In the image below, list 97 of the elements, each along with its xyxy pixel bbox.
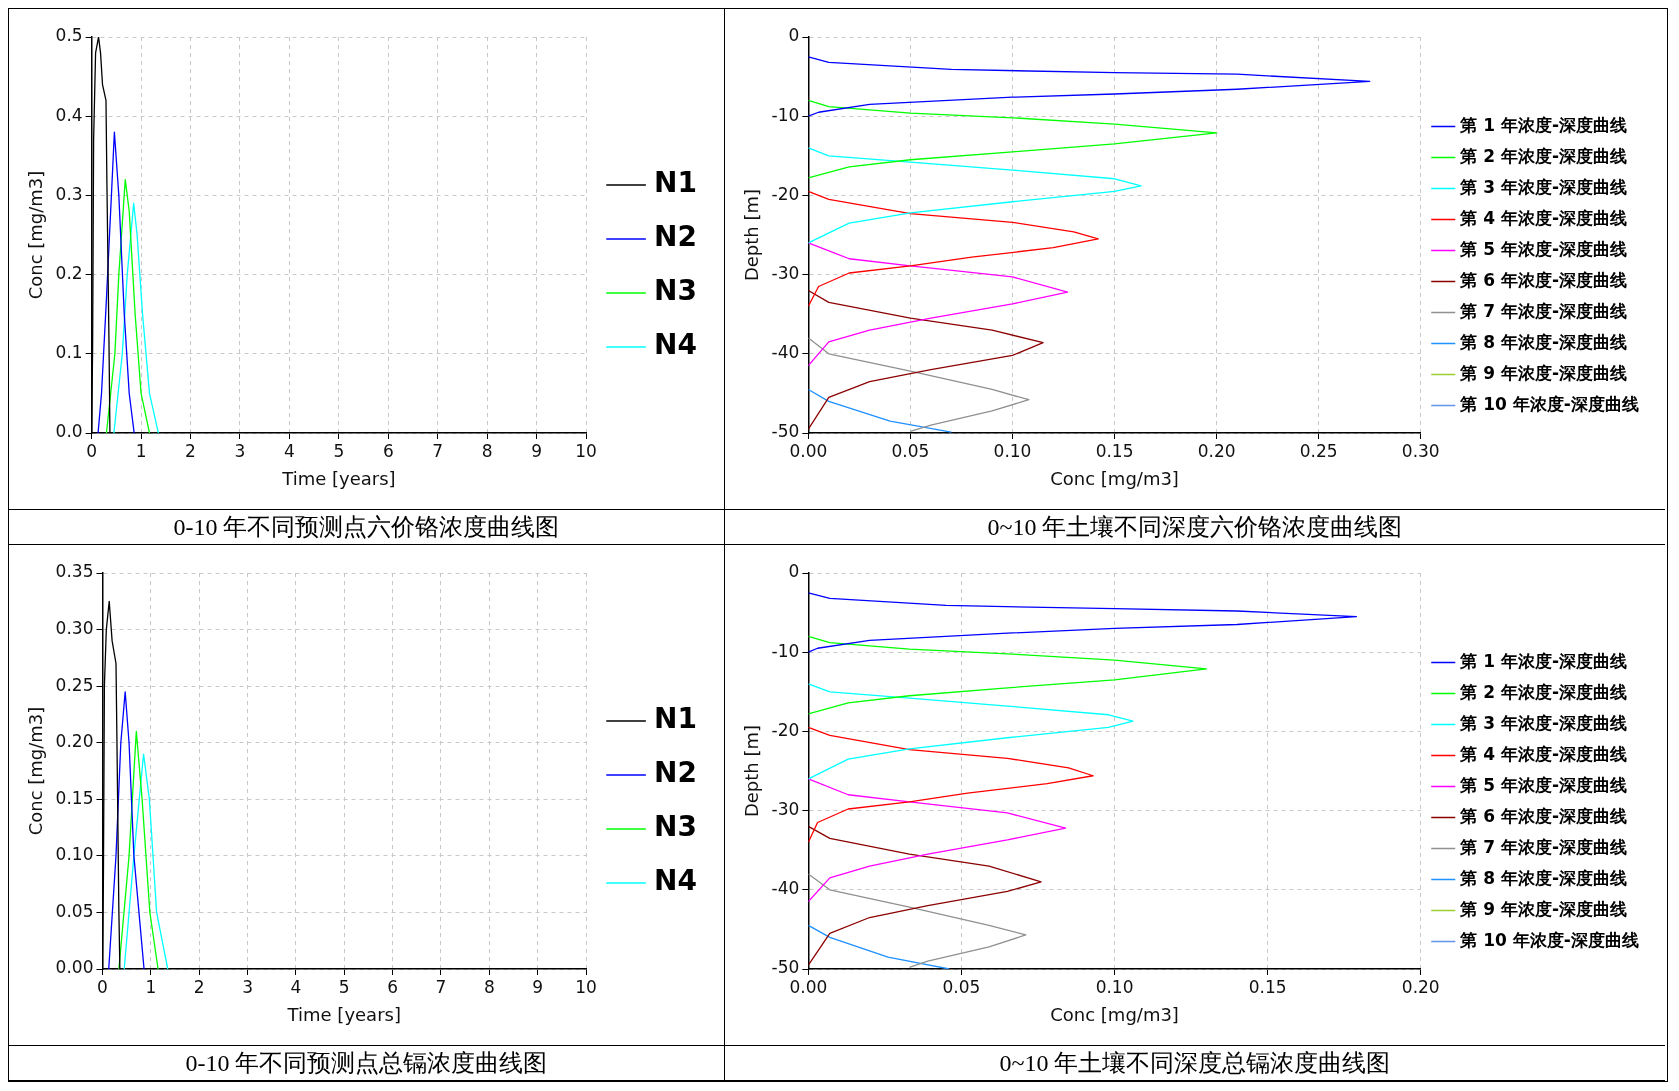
x-tick-label: 10: [574, 440, 597, 461]
x-tick-label: 8: [481, 440, 493, 461]
text: 0-10 年不同预测点六价铬浓度曲线图: [172, 513, 561, 542]
x-tick-label: 2: [193, 976, 205, 997]
y-axis-title: Depth [m]: [740, 724, 762, 818]
x-axis-title: Time [years]: [280, 467, 396, 489]
legend-label: 第 5 年浓度-深度曲线: [1458, 774, 1627, 795]
legend-label: 第 3 年浓度-深度曲线: [1458, 176, 1627, 197]
x-tick-label: 1: [135, 440, 146, 461]
legend-label: 第 5 年浓度-深度曲线: [1458, 238, 1627, 259]
x-axis-title: Conc [mg/m3]: [1049, 467, 1179, 489]
x-tick-label: 0.25: [1299, 440, 1338, 461]
x-tick-label: 6: [386, 976, 398, 997]
legend-label: 第 6 年浓度-深度曲线: [1458, 269, 1627, 290]
x-tick-label: 0.10: [993, 440, 1031, 461]
legend-label: N3: [653, 810, 697, 844]
legend-label: 第 9 年浓度-深度曲线: [1458, 898, 1627, 919]
legend-label: 第 9 年浓度-深度曲线: [1458, 362, 1627, 383]
legend-label: 第 10 年浓度-深度曲线: [1458, 929, 1639, 950]
legend-label: N4: [653, 328, 697, 362]
x-tick-label: 1: [144, 976, 156, 997]
legend-label: N2: [653, 756, 697, 790]
legend-label: 第 3 年浓度-深度曲线: [1458, 712, 1627, 733]
y-tick-label: -50: [771, 421, 799, 442]
legend-label: N1: [653, 166, 697, 200]
y-tick-label: 0.05: [55, 900, 93, 921]
y-axis-title: Depth [m]: [740, 188, 762, 282]
y-tick-label: -10: [771, 640, 799, 661]
legend-label: N3: [653, 274, 697, 308]
legend-label: 第 7 年浓度-深度曲线: [1458, 836, 1627, 857]
y-tick-label: 0.2: [55, 263, 83, 284]
x-tick-label: 0.20: [1401, 976, 1440, 997]
x-tick-label: 3: [241, 976, 253, 997]
legend-label: 第 7 年浓度-深度曲线: [1458, 300, 1627, 321]
text: 0~10 年土壤不同深度六价铬浓度曲线图: [986, 513, 1404, 542]
y-tick-label: 0.35: [55, 561, 93, 582]
y-tick-label: 0.15: [55, 787, 93, 808]
y-tick-label: 0.0: [55, 421, 83, 442]
x-tick-label: 0.10: [1095, 976, 1133, 997]
legend-label: 第 4 年浓度-深度曲线: [1458, 207, 1627, 228]
y-tick-label: 0.30: [55, 617, 93, 638]
y-tick-label: 0: [788, 561, 799, 582]
y-tick-label: -40: [771, 878, 799, 899]
y-tick-label: 0.4: [55, 104, 83, 125]
y-axis-title: Conc [mg/m3]: [24, 706, 46, 836]
y-tick-label: -30: [771, 799, 799, 820]
y-tick-label: -20: [771, 183, 799, 204]
x-tick-label: 8: [483, 976, 495, 997]
legend-label: 第 4 年浓度-深度曲线: [1458, 743, 1627, 764]
x-tick-label: 0.15: [1095, 440, 1133, 461]
legend-label: N4: [653, 864, 697, 898]
y-tick-label: -20: [771, 719, 799, 740]
y-tick-label: 0.1: [55, 342, 83, 363]
legend-label: 第 1 年浓度-深度曲线: [1458, 114, 1627, 135]
x-axis-title: Time [years]: [286, 1003, 401, 1025]
x-tick-label: 7: [435, 976, 446, 997]
legend-label: 第 8 年浓度-深度曲线: [1458, 867, 1627, 888]
y-axis-title: Conc [mg/m3]: [24, 170, 46, 300]
x-tick-label: 4: [283, 440, 295, 461]
x-tick-label: 0.05: [891, 440, 929, 461]
y-tick-label: 0: [788, 25, 799, 46]
y-tick-label: 0.5: [55, 25, 83, 46]
text: 0-10 年不同预测点总镉浓度曲线图: [184, 1049, 549, 1078]
y-tick-label: -30: [771, 263, 799, 284]
y-tick-label: 0.20: [55, 731, 93, 752]
legend-label: 第 2 年浓度-深度曲线: [1458, 145, 1627, 166]
y-tick-label: 0.3: [55, 183, 83, 204]
x-tick-label: 5: [332, 440, 344, 461]
y-tick-label: -40: [771, 342, 799, 363]
x-tick-label: 9: [530, 440, 542, 461]
x-tick-label: 9: [531, 976, 543, 997]
legend-label: 第 1 年浓度-深度曲线: [1458, 650, 1627, 671]
x-tick-label: 0.05: [942, 976, 980, 997]
legend-label: 第 10 年浓度-深度曲线: [1458, 393, 1639, 414]
x-tick-label: 0.15: [1248, 976, 1287, 997]
x-tick-label: 4: [289, 976, 301, 997]
y-tick-label: 0.25: [55, 674, 93, 695]
legend-label: N1: [653, 702, 697, 736]
y-tick-label: -10: [771, 104, 799, 125]
y-tick-label: 0.00: [55, 957, 93, 978]
x-tick-label: 10: [574, 976, 597, 997]
legend-label: 第 8 年浓度-深度曲线: [1458, 331, 1627, 352]
legend-label: N2: [653, 220, 697, 254]
x-tick-label: 7: [431, 440, 443, 461]
text: 0~10 年土壤不同深度总镉浓度曲线图: [998, 1049, 1392, 1078]
x-tick-label: 0.30: [1401, 440, 1440, 461]
x-tick-label: 2: [184, 440, 196, 461]
y-tick-label: -50: [771, 957, 799, 978]
legend-label: 第 6 年浓度-深度曲线: [1458, 805, 1627, 826]
x-axis-title: Conc [mg/m3]: [1049, 1003, 1179, 1025]
x-tick-label: 6: [382, 440, 394, 461]
x-tick-label: 0: [96, 976, 108, 997]
x-tick-label: 0.20: [1197, 440, 1236, 461]
x-tick-label: 3: [234, 440, 245, 461]
legend-label: 第 2 年浓度-深度曲线: [1458, 681, 1627, 702]
y-tick-label: 0.10: [55, 844, 93, 865]
x-tick-label: 5: [338, 976, 350, 997]
